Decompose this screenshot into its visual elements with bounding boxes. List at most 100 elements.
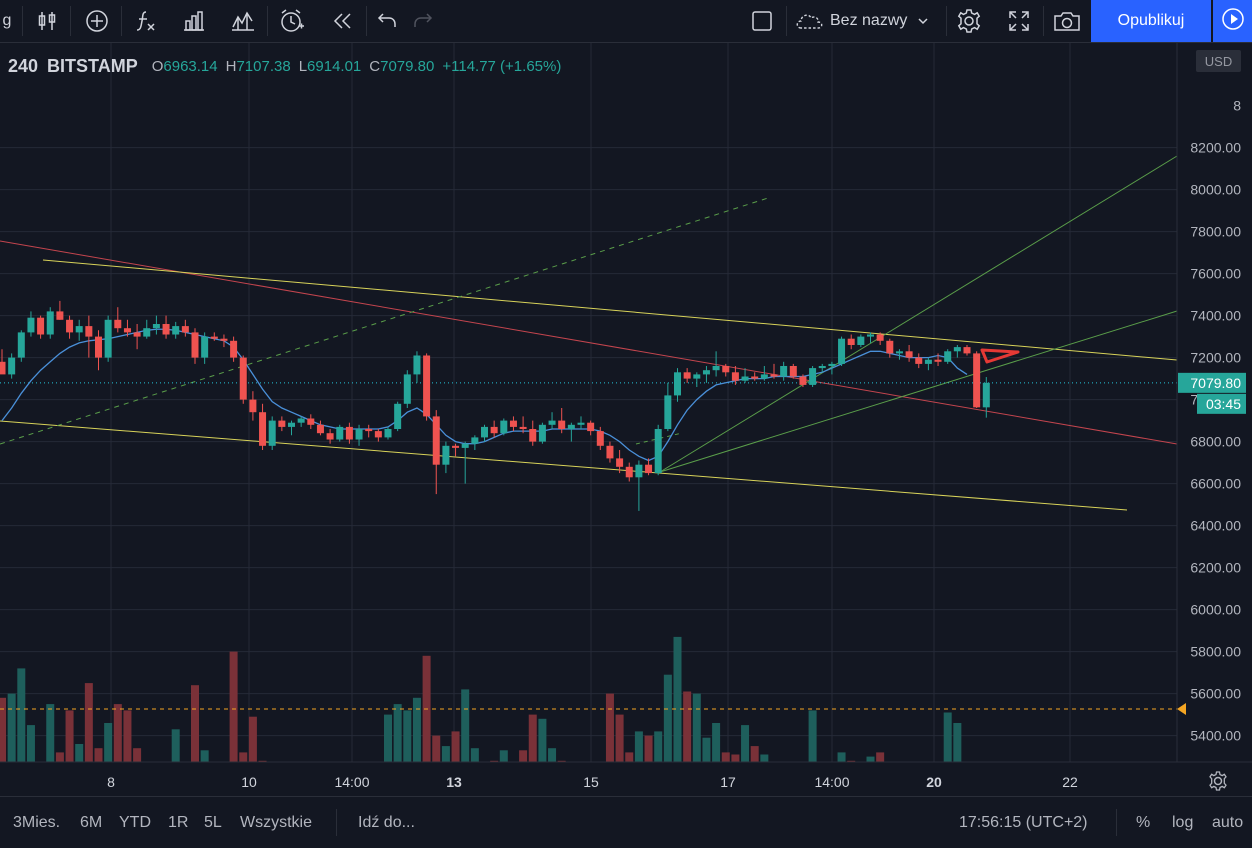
log-toggle[interactable]: log [1172,797,1193,848]
candle-body [702,370,710,375]
candle-body [268,420,276,446]
layout-name: Bez nazwy [830,12,908,29]
layout-dropdown[interactable]: Bez nazwy [794,0,944,42]
price-axis-background [1177,43,1252,795]
indicators-button[interactable] [128,0,164,42]
candle-body [17,332,25,358]
timezone-clock[interactable]: 17:56:15 (UTC+2) [959,797,1088,848]
legend-interval[interactable]: 240 [8,55,39,76]
candle-body [288,422,295,427]
interval-selector[interactable]: g [0,0,14,42]
volume-bar [644,735,653,762]
range-6m[interactable]: 6M [80,797,102,848]
candle-body [123,328,131,333]
range-label: 3Mies. [13,813,61,831]
candle-body [867,334,874,337]
candle-body [741,376,749,381]
candle-body [66,319,74,333]
templates-button[interactable] [225,0,261,42]
candle-body [442,445,450,465]
volume-bar [133,748,142,762]
fullscreen-layout-button[interactable] [744,0,780,42]
expand-icon [1008,10,1030,32]
play-icon [1221,7,1245,36]
volume-bar [171,729,180,762]
goto-date-button[interactable]: Idź do... [358,797,415,848]
countdown-label: 03:45 [1206,396,1241,412]
price-chart[interactable]: 8 8200.00 8000.00 7800.00 7600.00 7400.00 7200… [0,43,1252,795]
volume-bar [490,760,499,762]
time-tick-label: 14:00 [814,774,849,790]
redo-button[interactable] [406,0,440,42]
candle-body [220,338,228,341]
snapshot-button[interactable] [1049,0,1085,42]
candle-body [780,366,788,377]
candle-body [548,420,556,425]
volume-bar [65,710,74,762]
publish-label: Opublikuj [1117,12,1185,29]
volume-bar [548,748,557,762]
replay-button[interactable] [324,0,360,42]
log-label: log [1172,813,1194,831]
axis-settings-gear-icon[interactable] [1209,771,1227,791]
candles [0,300,990,511]
time-tick-label: 22 [1062,774,1078,790]
currency-badge[interactable]: USD [1196,50,1241,72]
undo-button[interactable] [370,0,404,42]
publish-button[interactable]: Opublikuj [1091,0,1211,42]
candle-body [152,324,160,329]
candle-body [432,416,440,465]
toolbar-divider [366,6,367,36]
legend-symbol[interactable]: BITSTAMP [47,55,138,76]
range-ytd[interactable]: YTD [119,797,151,848]
candle-body [924,359,932,364]
toolbar-divider [22,6,23,36]
legend-open-value: 6963.14 [163,57,218,75]
candle-body [693,374,701,379]
chevron-down-icon [917,15,929,27]
volume-bar [943,712,952,762]
candle-body [46,311,54,335]
gear-icon-outline [1209,771,1227,791]
volume-bar [191,685,199,762]
candle-body [481,426,488,438]
currency-label: USD [1204,53,1233,69]
toolbar-divider [946,6,947,36]
symbol-legend: 240 BITSTAMP O 6963.14 H 7107.38 L 6914.… [0,54,569,78]
auto-toggle[interactable]: auto [1212,797,1243,848]
play-button[interactable] [1213,0,1252,42]
range-5y[interactable]: 5L [204,797,222,848]
legend-low-value: 6914.01 [307,57,362,75]
time-tick-label: 17 [720,774,736,790]
chart-grid [0,43,1177,779]
range-3m[interactable]: 3Mies. [13,797,60,848]
candle-body [336,426,344,440]
candle-body [828,363,836,366]
volume-bar [248,716,257,762]
candle-body [162,324,170,335]
candle-body [307,418,315,425]
range-all[interactable]: Wszystkie [240,797,312,848]
candle-body [664,395,672,429]
volume-bar [229,651,238,762]
compare-button[interactable] [79,0,115,42]
chart-type-button[interactable] [30,0,64,42]
volume-bar [393,704,402,762]
candle-body [75,326,83,333]
financials-button[interactable] [176,0,212,42]
settings-button[interactable] [951,0,987,42]
volume-bar [953,723,962,762]
volume-bar [683,691,692,762]
range-1y[interactable]: 1R [168,797,188,848]
fullscreen-button[interactable] [1001,0,1037,42]
candle-body [500,420,508,434]
volume-bar [625,752,634,762]
legend-low-key: L [298,57,308,75]
candle-body [751,376,759,379]
drawings-layer [0,155,1178,710]
percent-toggle[interactable]: % [1136,797,1150,848]
templates-icon [230,9,256,33]
time-axis: 8 10 14:00 13 15 17 14:00 20 22 [0,761,1252,795]
alert-button[interactable] [274,0,310,42]
candle-body [915,357,923,364]
